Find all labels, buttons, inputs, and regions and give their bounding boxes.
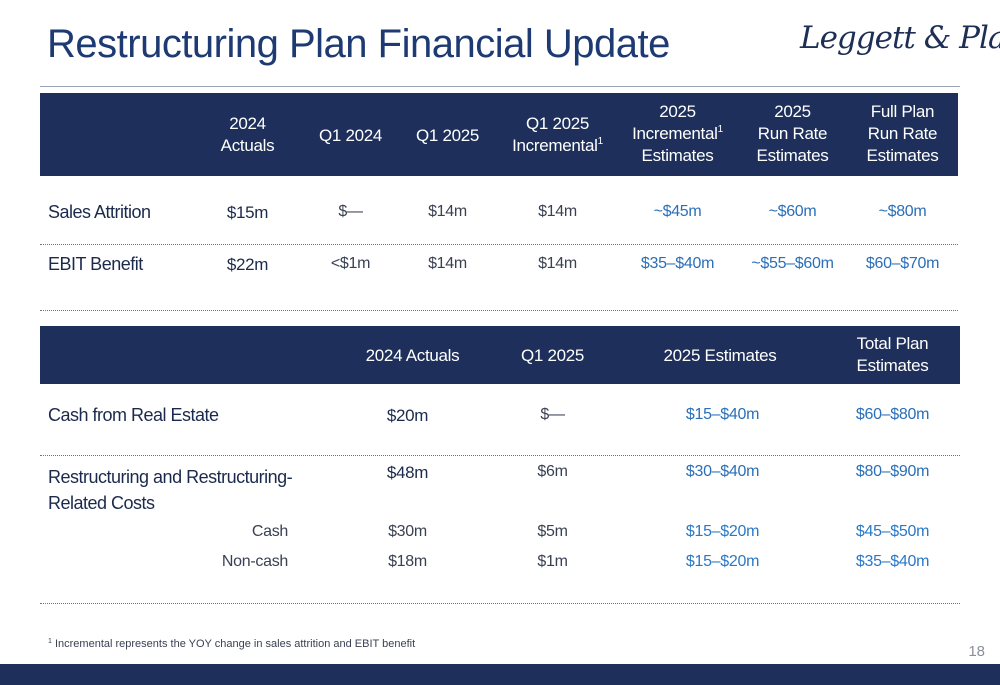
table1-cell: ~$80m [878,203,927,220]
table2-header-q1-2025: Q1 2025 [520,346,585,365]
table1-cell: ~$55–$60m [751,255,834,272]
table2-cell: $18m [388,553,427,570]
table2-cell: $80–$90m [855,463,930,480]
table1-header-q1-2025-incremental: Q1 2025 Incremental1 [512,114,603,155]
table2-row-label-non-cash: Non-cash [221,553,288,570]
table2-header-2025-estimates: 2025 Estimates [663,346,777,365]
table2-header-total-plan-estimates: Total Plan Estimates [856,334,929,375]
page-number: 18 [968,643,985,660]
table2-cell: $— [540,406,565,423]
table1-cell: $14m [428,255,467,272]
table1-header-q1-2024: Q1 2024 [318,126,383,145]
table1-cell: $15m [226,203,269,222]
table1-cell: ~$45m [653,203,702,220]
table2-cell: $15–$20m [685,553,760,570]
table2-cell: $20m [386,406,429,425]
title-divider [40,86,960,87]
table1-cell: <$1m [330,255,371,272]
table2-cell: $45–$50m [855,523,930,540]
table1-header-q1-2025: Q1 2025 [415,126,480,145]
table1-cell: $— [338,203,363,220]
company-logo: Leggett & Platt® [800,20,1000,56]
table1-header-2025-run-rate-estimates: 2025 Run Rate Estimates [756,102,829,165]
table1-cell: $22m [226,255,269,274]
table2-cell: $15–$20m [685,523,760,540]
table1-header: 2024 Actuals Q1 2024 Q1 2025 Q1 2025 Incre… [40,93,958,176]
row-divider [40,310,958,311]
table1-header-2024-actuals: 2024 Actuals [220,114,275,155]
table2-cell: $1m [537,553,568,570]
table1-header-2025-incremental-estimates: 2025 Incremental1 Estimates [632,102,723,165]
table1-cell: $60–$70m [865,255,940,272]
table2-cell: $48m [386,463,429,482]
row-divider [40,244,958,245]
table1-cell: ~$60m [768,203,817,220]
table2-cell: $30m [388,523,427,540]
table2-cell: $30–$40m [685,463,760,480]
row-divider [40,455,960,456]
table2-row-label-cash: Cash [251,523,288,540]
table2-cell: $5m [537,523,568,540]
logo-text: Leggett & Platt [800,20,1000,56]
table2-cell: $6m [537,463,568,480]
table2-cell: $60–$80m [855,406,930,423]
table2-row-label-cash-from-real-estate: Cash from Real Estate [48,405,219,425]
table1-cell: $14m [428,203,467,220]
table2-header-2024-actuals: 2024 Actuals [365,346,460,365]
table1-cell: $14m [538,255,577,272]
table1-header-full-plan-run-rate-estimates: Full Plan Run Rate Estimates [866,102,939,165]
table1-cell: $14m [538,203,577,220]
footer-bar [0,664,1000,685]
page-title: Restructuring Plan Financial Update [47,22,670,66]
row-divider [40,603,960,604]
table2-cell: $35–$40m [855,553,930,570]
table1-cell: $35–$40m [640,255,715,272]
table1-row-label-ebit-benefit: EBIT Benefit [48,254,143,274]
footnote: 1 Incremental represents the YOY change … [48,638,416,650]
table1-row-label-sales-attrition: Sales Attrition [48,202,151,222]
table2-cell: $15–$40m [685,406,760,423]
table2-row-label-restructuring-costs: Restructuring and Restructuring- Related … [48,467,293,513]
table2-header: 2024 Actuals Q1 2025 2025 Estimates Tota… [40,326,960,384]
